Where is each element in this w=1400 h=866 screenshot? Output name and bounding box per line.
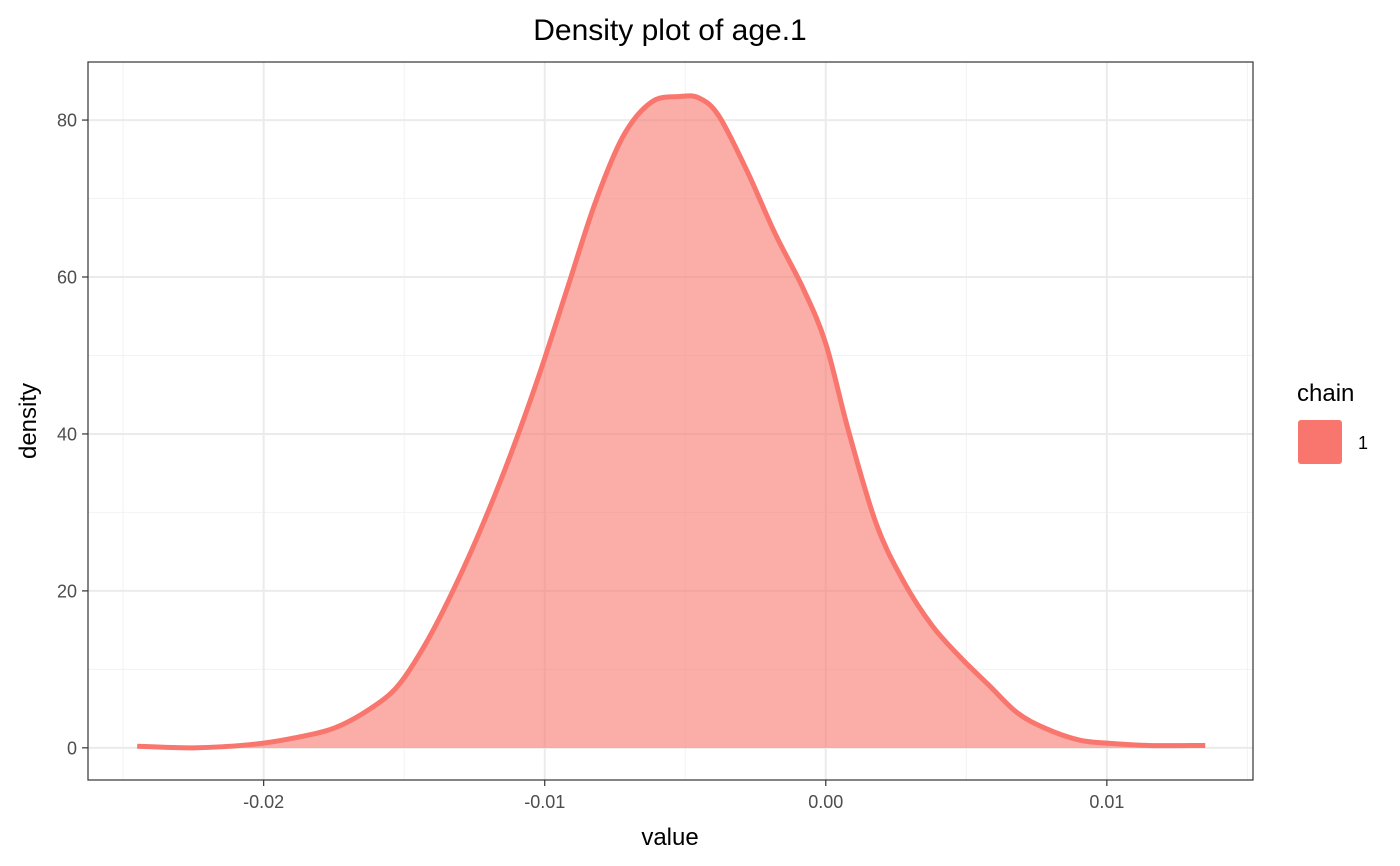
y-axis-title: density (15, 383, 42, 459)
y-tick-label: 20 (57, 581, 77, 601)
x-tick-label: -0.01 (524, 792, 565, 812)
legend-title: chain (1297, 380, 1354, 407)
density-fill-area (137, 95, 1206, 748)
plot-panel-border (87, 61, 1254, 781)
chart-title: Density plot of age.1 (533, 14, 807, 47)
x-axis-ticks: -0.02 -0.01 0.00 0.01 (243, 780, 1124, 812)
x-tick-label: 0.00 (808, 792, 843, 812)
x-tick-label: 0.01 (1089, 792, 1124, 812)
y-tick-label: 60 (57, 268, 77, 288)
legend-label-chain-1: 1 (1358, 433, 1368, 453)
legend: chain 1 (1297, 380, 1368, 464)
y-tick-label: 40 (57, 424, 77, 444)
x-axis-title: value (641, 824, 698, 851)
y-axis-ticks: 0 20 40 60 80 (57, 111, 88, 758)
x-tick-label: -0.02 (243, 792, 284, 812)
density-line (137, 93, 1206, 751)
y-tick-label: 0 (67, 738, 77, 758)
y-tick-label: 80 (57, 111, 77, 131)
legend-key-chain-1 (1298, 420, 1342, 464)
